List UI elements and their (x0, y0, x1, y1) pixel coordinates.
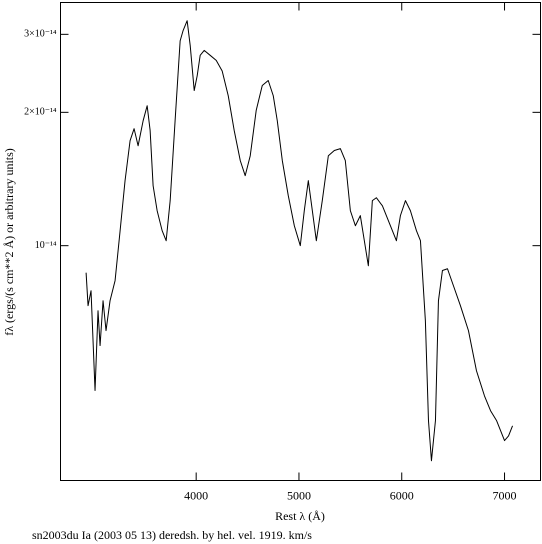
y-tick-label: 3×10⁻¹⁴ (24, 29, 57, 40)
y-axis-label: fλ (ergs/(s cm**2 Å) or arbitrary units) (2, 148, 16, 336)
x-tick-label: 5000 (287, 488, 311, 502)
x-tick-label: 7000 (493, 488, 517, 502)
caption: sn2003du Ia (2003 05 13) deredsh. by hel… (32, 528, 312, 542)
x-axis-label: Rest λ (Å) (275, 509, 325, 523)
y-tick-label: 10⁻¹⁴ (35, 240, 57, 251)
plot-frame (60, 2, 541, 481)
spectrum-line (85, 20, 514, 462)
y-tick-label: 2×10⁻¹⁴ (24, 107, 57, 118)
x-tick-label: 6000 (390, 488, 414, 502)
x-tick-label: 4000 (184, 488, 208, 502)
